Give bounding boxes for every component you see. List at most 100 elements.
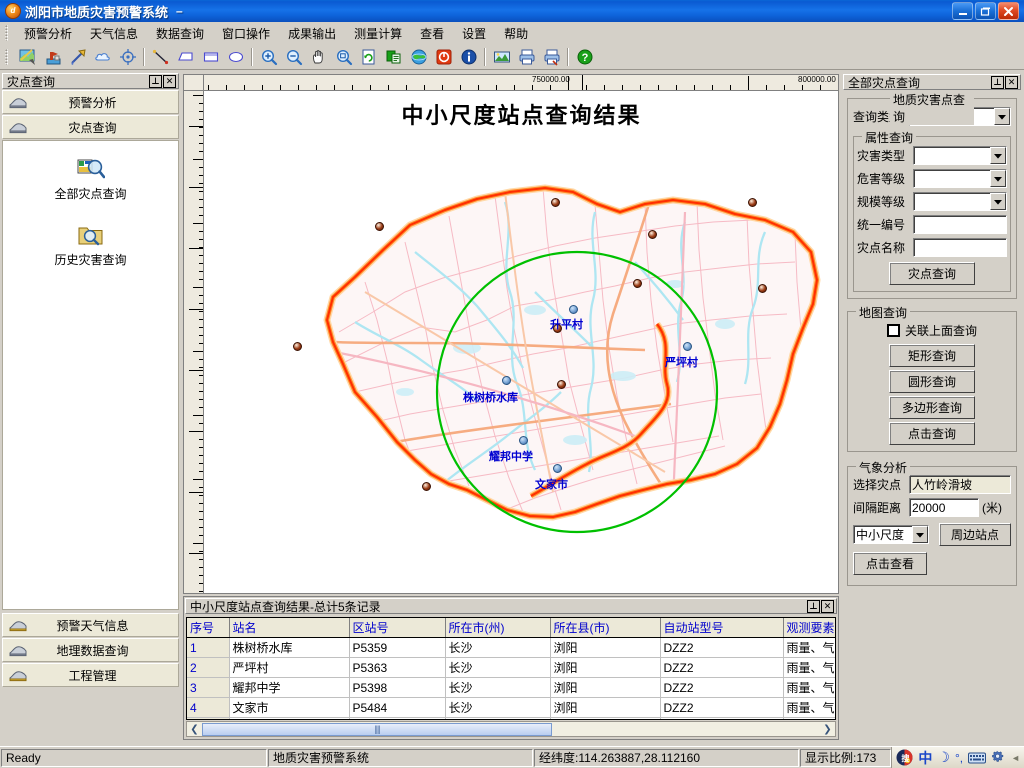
ime-logo-icon[interactable]: 搜 [896, 749, 913, 766]
image-export-icon[interactable] [490, 46, 513, 68]
hazard-marker[interactable] [633, 279, 642, 288]
hazard-marker[interactable] [422, 482, 431, 491]
column-header-station-model[interactable]: 自动站型号 [660, 618, 784, 638]
result-grid[interactable]: 序号 站名 区站号 所在市(州) 所在县(市) 自动站型号 观测要素 1 株树桥水… [187, 618, 835, 719]
hazard-marker[interactable] [748, 198, 757, 207]
chevron-down-icon[interactable] [990, 170, 1006, 187]
ime-toolbar[interactable]: 搜 中 ☽ °, [891, 747, 1024, 768]
column-header-city[interactable]: 所在市(州) [445, 618, 551, 638]
menu-item-8[interactable]: 帮助 [504, 26, 529, 41]
sidebar-bar-yujing-fenxi[interactable]: 预警分析 [2, 90, 179, 114]
grid-panel-pin-button[interactable]: ⊥ [807, 599, 820, 613]
stop-record-icon[interactable] [432, 46, 455, 68]
column-header-station-id[interactable]: 区站号 [349, 618, 446, 638]
chevron-down-icon[interactable] [990, 147, 1006, 164]
column-header-index[interactable]: 序号 [187, 618, 230, 638]
menu-item-2[interactable]: 数据查询 [156, 26, 205, 41]
cloud-icon[interactable] [91, 46, 114, 68]
station-marker[interactable] [553, 464, 562, 473]
hazard-type-combo[interactable] [913, 146, 1007, 165]
menu-item-4[interactable]: 成果输出 [288, 26, 337, 41]
globe-icon[interactable] [407, 46, 430, 68]
ime-mode-label[interactable]: 中 [918, 749, 933, 766]
arrow-pick-icon[interactable] [66, 46, 89, 68]
hazard-marker[interactable] [553, 324, 562, 333]
hazard-marker[interactable] [758, 284, 767, 293]
interval-distance-input[interactable]: 20000 [909, 498, 979, 517]
table-row[interactable]: 4 文家市 P5484 长沙 浏阳 DZZ2 雨量、气 [187, 697, 835, 718]
station-marker[interactable] [683, 342, 692, 351]
menu-item-5[interactable]: 测量计算 [354, 26, 403, 41]
hazard-name-input[interactable] [913, 238, 1007, 257]
column-header-county[interactable]: 所在县(市) [550, 618, 661, 638]
chevron-down-icon[interactable] [994, 108, 1010, 125]
zoom-out-icon[interactable] [282, 46, 305, 68]
pan-hand-icon[interactable] [307, 46, 330, 68]
sidebar-bar-weather-info[interactable]: 预警天气信息 [2, 613, 179, 637]
sidebar-item-all-hazard-query[interactable]: 全部灾点查询 [46, 155, 136, 201]
left-panel-pin-button[interactable]: ⊥ [149, 74, 162, 88]
ime-collapse-icon[interactable]: ◄ [1011, 752, 1020, 763]
right-panel-pin-button[interactable]: ⊥ [991, 75, 1004, 89]
menu-item-1[interactable]: 天气信息 [90, 26, 139, 41]
keyboard-icon[interactable] [968, 752, 987, 764]
danger-level-combo[interactable] [913, 169, 1007, 188]
right-panel-close-button[interactable]: ✕ [1005, 75, 1018, 89]
table-row[interactable]: 1 株树桥水库 P5359 长沙 浏阳 DZZ2 雨量、气 [187, 637, 835, 658]
column-header-observed-elements[interactable]: 观测要素 [783, 618, 835, 638]
menu-item-3[interactable]: 窗口操作 [222, 26, 271, 41]
menu-item-0[interactable]: 预警分析 [24, 26, 73, 41]
sidebar-bar-geo-data-query[interactable]: 地理数据查询 [2, 638, 179, 662]
circle-query-button[interactable]: 圆形查询 [889, 370, 975, 393]
crosshair-target-icon[interactable] [116, 46, 139, 68]
ellipse-icon[interactable] [224, 46, 247, 68]
rect-query-button[interactable]: 矩形查询 [889, 344, 975, 367]
nearby-stations-button[interactable]: 周边站点 [939, 523, 1011, 546]
sidebar-item-history-hazard-query[interactable]: 历史灾害查询 [46, 221, 136, 267]
gear-icon[interactable] [991, 750, 1006, 765]
polygon-icon[interactable] [174, 46, 197, 68]
column-header-station-name[interactable]: 站名 [229, 618, 350, 638]
zoom-select-icon[interactable] [332, 46, 355, 68]
hazard-marker[interactable] [375, 222, 384, 231]
link-query-checkbox-row[interactable]: 关联上面查询 [853, 322, 1011, 339]
minimize-button[interactable] [952, 2, 973, 20]
copy-icon[interactable] [382, 46, 405, 68]
refresh-page-icon[interactable] [357, 46, 380, 68]
grid-horizontal-scrollbar[interactable]: ❮ |||| ❯ [186, 721, 836, 737]
table-row[interactable]: 2 严坪村 P5363 长沙 浏阳 DZZ2 雨量、气 [187, 657, 835, 678]
menu-drag-grip[interactable] [3, 24, 12, 42]
click-view-button[interactable]: 点击查看 [853, 552, 927, 575]
scale-combo[interactable]: 中小尺度 [853, 525, 929, 544]
scroll-right-arrow[interactable]: ❯ [823, 723, 832, 735]
chevron-down-icon[interactable] [990, 193, 1006, 210]
hazard-query-button[interactable]: 灾点查询 [889, 262, 975, 285]
close-button[interactable] [998, 2, 1019, 20]
scroll-thumb[interactable]: |||| [202, 722, 552, 736]
table-row[interactable]: 3 耀邦中学 P5398 长沙 浏阳 DZZ2 雨量、气 [187, 677, 835, 698]
station-marker[interactable] [569, 305, 578, 314]
hazard-marker[interactable] [648, 230, 657, 239]
ime-punctuation-icon[interactable]: °, [954, 750, 964, 765]
hazard-marker[interactable] [293, 342, 302, 351]
zoom-in-icon[interactable] [257, 46, 280, 68]
result-grid-wrapper[interactable]: 序号 站名 区站号 所在市(州) 所在县(市) 自动站型号 观测要素 1 株树桥水… [186, 617, 836, 720]
chevron-down-icon[interactable] [912, 526, 928, 543]
scale-level-combo[interactable] [913, 192, 1007, 211]
unified-code-input[interactable] [913, 215, 1007, 234]
print-icon[interactable] [515, 46, 538, 68]
sidebar-bar-project-management[interactable]: 工程管理 [2, 663, 179, 687]
station-icon[interactable] [41, 46, 64, 68]
hazard-marker[interactable] [551, 198, 560, 207]
grid-panel-close-button[interactable]: ✕ [821, 599, 834, 613]
line-measure-icon[interactable] [149, 46, 172, 68]
station-marker[interactable] [519, 436, 528, 445]
toolbar-drag-grip[interactable] [3, 48, 12, 66]
click-query-button[interactable]: 点击查询 [889, 422, 975, 445]
map-canvas[interactable]: 中小尺度站点查询结果 [205, 92, 838, 593]
info-icon[interactable] [457, 46, 480, 68]
hazard-marker[interactable] [557, 380, 566, 389]
station-marker[interactable] [502, 376, 511, 385]
left-panel-close-button[interactable]: ✕ [163, 74, 176, 88]
